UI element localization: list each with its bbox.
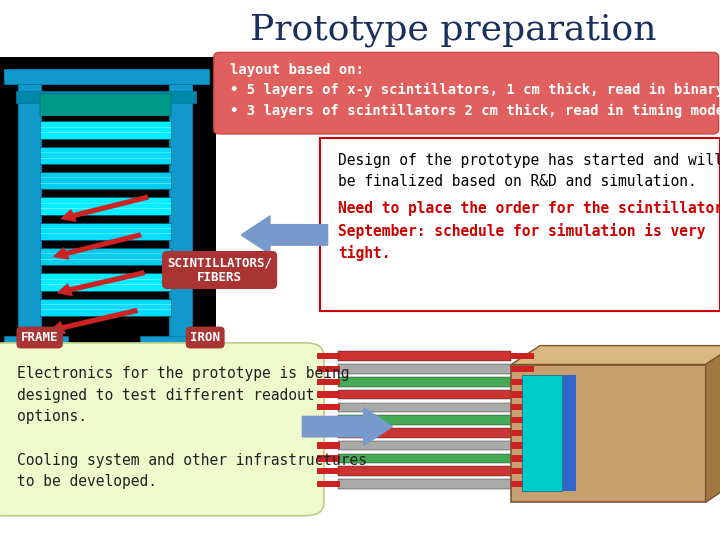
FancyBboxPatch shape: [522, 375, 562, 491]
FancyBboxPatch shape: [317, 442, 340, 449]
FancyBboxPatch shape: [40, 222, 171, 240]
FancyArrow shape: [54, 233, 141, 259]
Text: IRON: IRON: [190, 331, 220, 344]
FancyBboxPatch shape: [511, 455, 534, 462]
FancyBboxPatch shape: [0, 57, 216, 346]
FancyArrow shape: [50, 309, 138, 333]
FancyBboxPatch shape: [511, 481, 534, 487]
FancyBboxPatch shape: [4, 336, 68, 346]
FancyArrow shape: [58, 271, 145, 295]
FancyBboxPatch shape: [511, 430, 534, 436]
FancyBboxPatch shape: [338, 428, 511, 437]
FancyBboxPatch shape: [4, 69, 209, 84]
Polygon shape: [511, 346, 720, 365]
FancyBboxPatch shape: [511, 366, 534, 372]
FancyBboxPatch shape: [317, 468, 340, 474]
FancyBboxPatch shape: [511, 379, 534, 385]
Text: layout based on:
• 5 layers of x-y scintillators, 1 cm thick, read in binary mod: layout based on: • 5 layers of x-y scint…: [230, 63, 720, 118]
FancyBboxPatch shape: [338, 377, 511, 387]
FancyBboxPatch shape: [338, 352, 511, 361]
FancyBboxPatch shape: [338, 402, 511, 412]
FancyBboxPatch shape: [214, 52, 719, 134]
FancyBboxPatch shape: [338, 415, 511, 425]
FancyBboxPatch shape: [140, 336, 205, 346]
FancyBboxPatch shape: [18, 76, 41, 340]
FancyBboxPatch shape: [338, 467, 511, 476]
FancyArrow shape: [61, 195, 148, 221]
FancyBboxPatch shape: [317, 353, 340, 360]
FancyBboxPatch shape: [338, 390, 511, 400]
FancyBboxPatch shape: [40, 299, 171, 316]
FancyBboxPatch shape: [16, 91, 196, 103]
FancyBboxPatch shape: [40, 147, 171, 164]
Text: Electronics for the prototype is being
designed to test different readout
option: Electronics for the prototype is being d…: [17, 366, 366, 489]
Text: SCINTILLATORS/
FIBERS: SCINTILLATORS/ FIBERS: [167, 256, 272, 284]
FancyBboxPatch shape: [511, 417, 534, 423]
FancyBboxPatch shape: [511, 442, 534, 449]
Text: Need to place the order for the scintillators by
September: schedule for simulat: Need to place the order for the scintill…: [338, 200, 720, 261]
FancyBboxPatch shape: [40, 172, 171, 190]
Text: Prototype preparation: Prototype preparation: [251, 13, 657, 46]
FancyBboxPatch shape: [40, 273, 171, 291]
FancyBboxPatch shape: [317, 417, 340, 423]
FancyBboxPatch shape: [317, 392, 340, 398]
FancyBboxPatch shape: [317, 366, 340, 372]
FancyBboxPatch shape: [338, 479, 511, 489]
FancyBboxPatch shape: [40, 248, 171, 265]
FancyArrow shape: [241, 216, 328, 254]
FancyBboxPatch shape: [317, 430, 340, 436]
FancyBboxPatch shape: [338, 364, 511, 374]
FancyBboxPatch shape: [511, 353, 534, 360]
FancyBboxPatch shape: [511, 392, 534, 398]
Text: Design of the prototype has started and will
be finalized based on R&D and simul: Design of the prototype has started and …: [338, 153, 720, 189]
FancyBboxPatch shape: [511, 404, 534, 410]
FancyArrow shape: [302, 408, 392, 445]
FancyBboxPatch shape: [317, 455, 340, 462]
FancyBboxPatch shape: [563, 375, 576, 491]
Polygon shape: [706, 346, 720, 502]
FancyBboxPatch shape: [40, 94, 171, 116]
FancyBboxPatch shape: [338, 454, 511, 463]
FancyBboxPatch shape: [317, 404, 340, 410]
FancyBboxPatch shape: [40, 197, 171, 214]
FancyBboxPatch shape: [317, 379, 340, 385]
FancyBboxPatch shape: [511, 364, 706, 502]
FancyBboxPatch shape: [0, 343, 324, 516]
FancyBboxPatch shape: [320, 138, 720, 310]
FancyBboxPatch shape: [317, 481, 340, 487]
Text: FRAME: FRAME: [21, 331, 58, 344]
FancyBboxPatch shape: [511, 468, 534, 474]
FancyBboxPatch shape: [169, 76, 192, 340]
FancyBboxPatch shape: [40, 122, 171, 139]
FancyBboxPatch shape: [338, 441, 511, 450]
